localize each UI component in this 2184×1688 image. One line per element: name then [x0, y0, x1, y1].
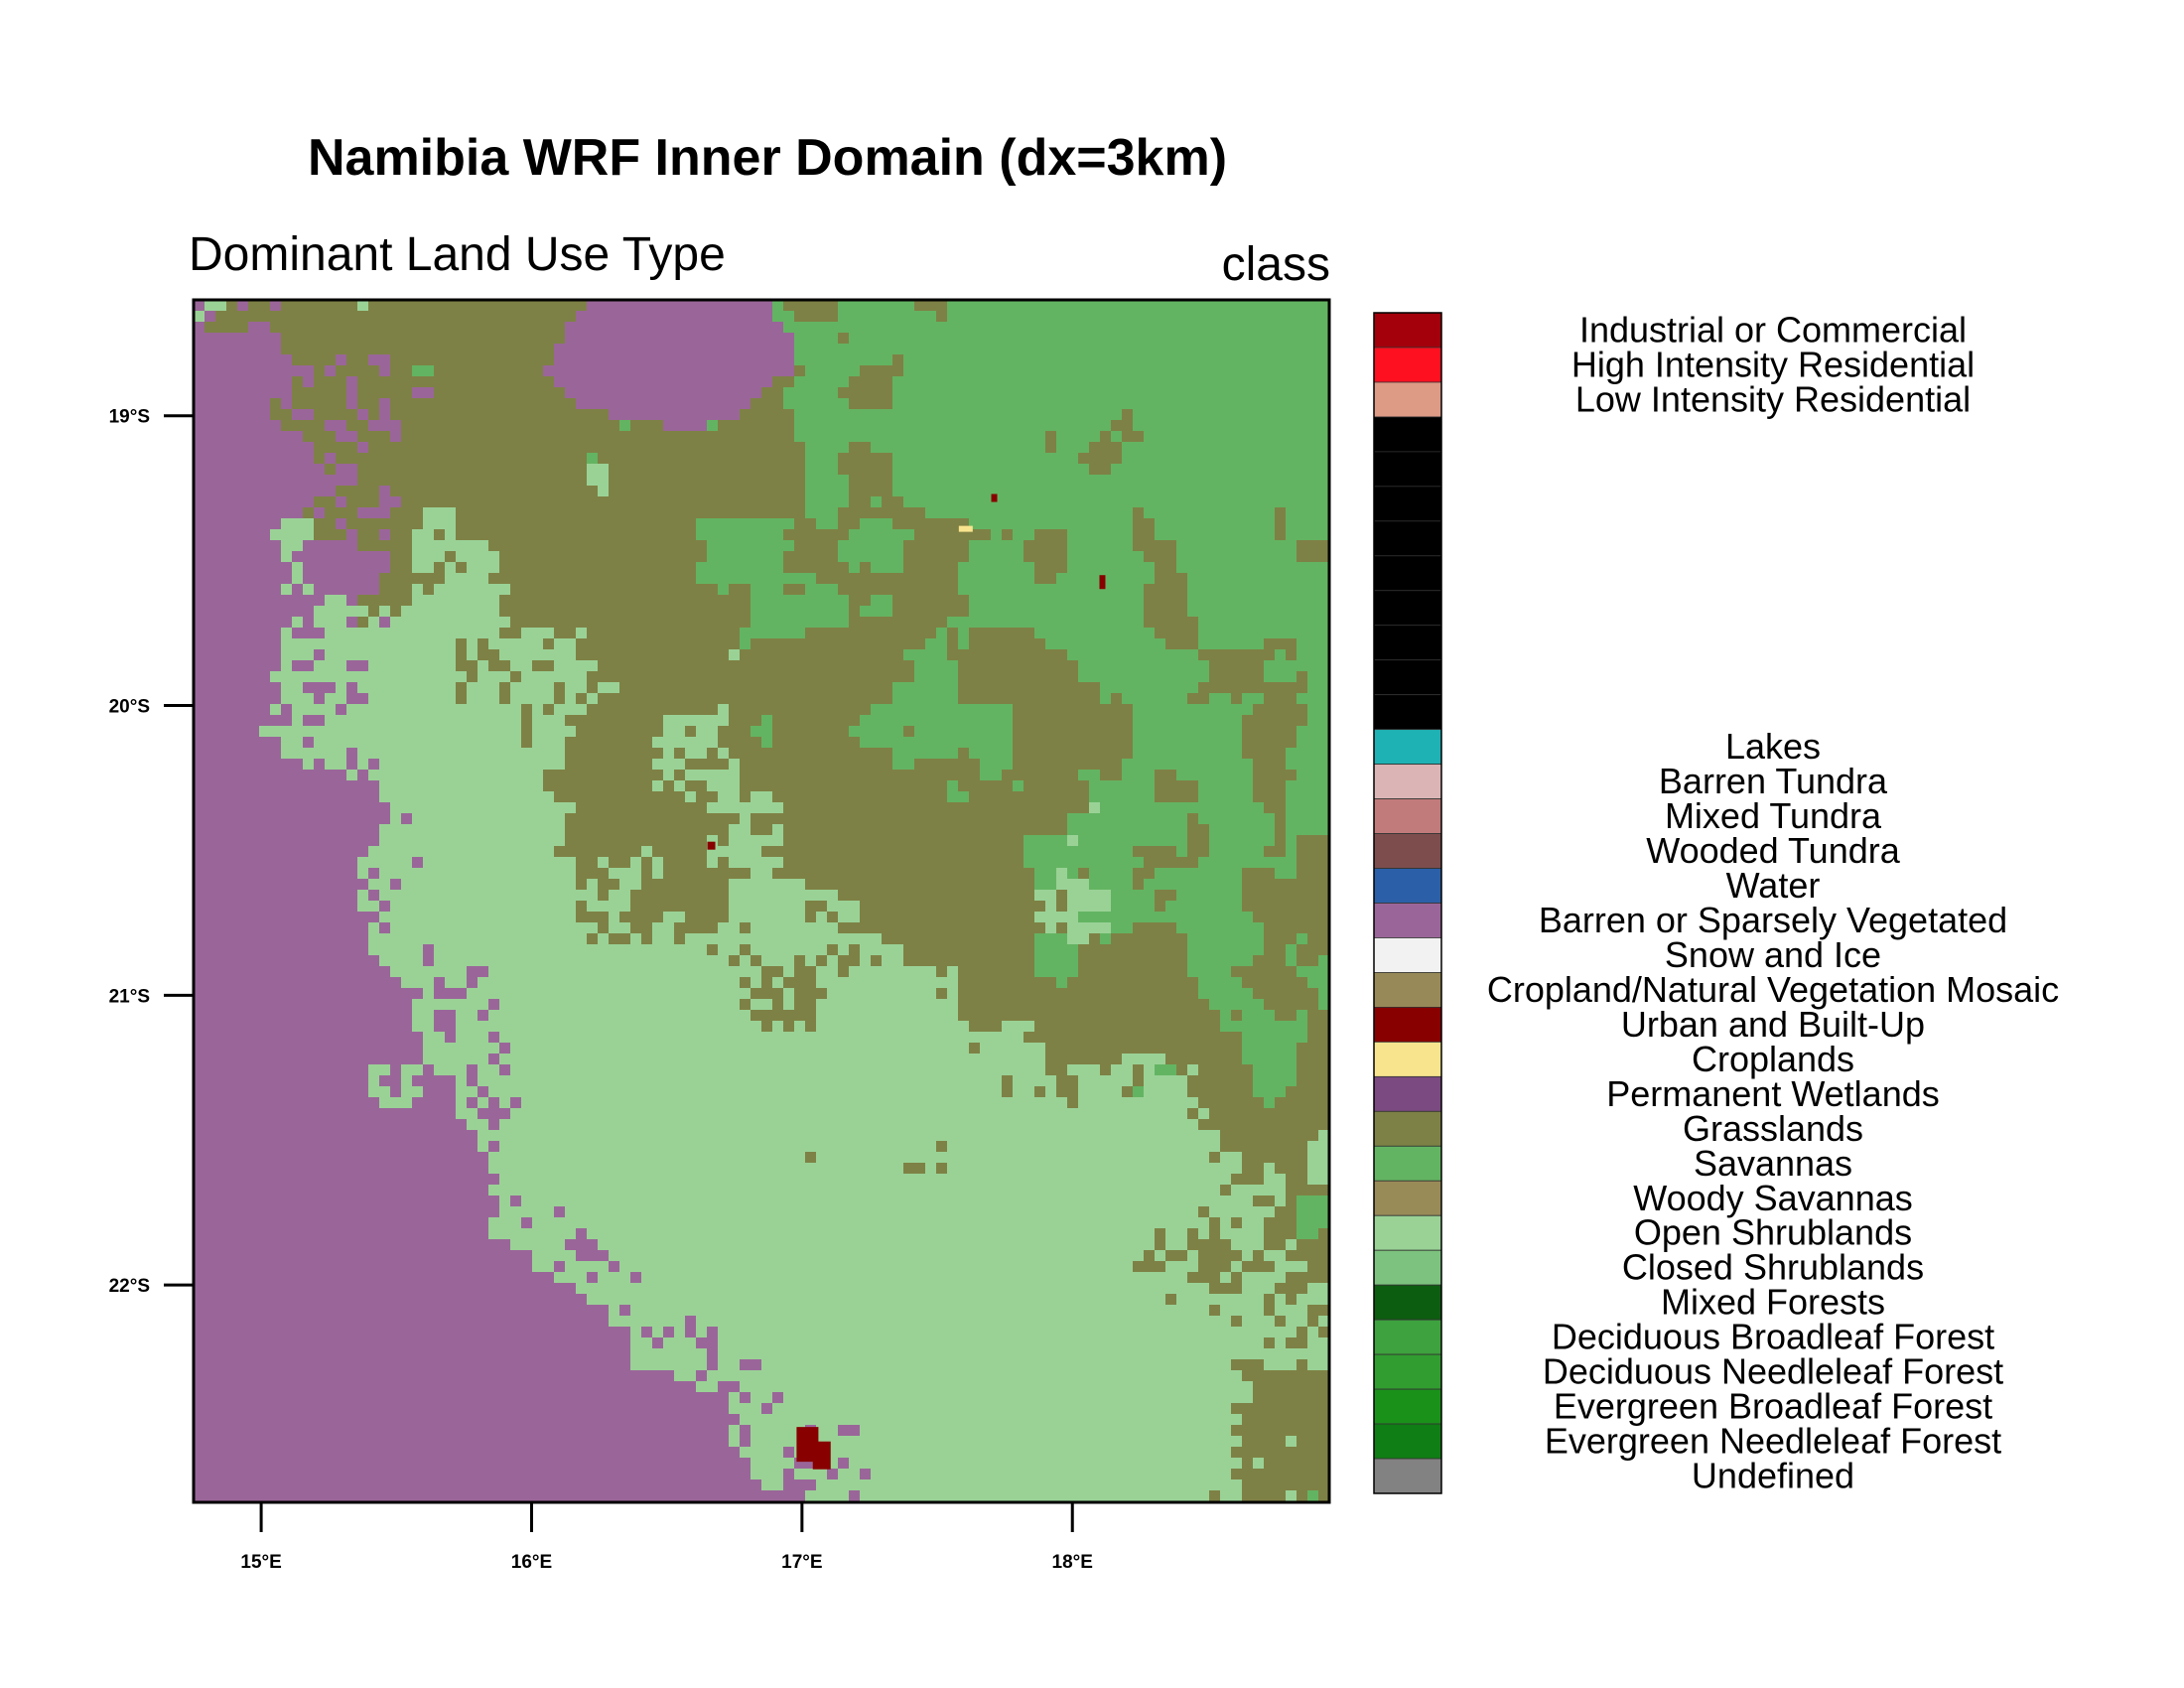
legend-swatch [1373, 1249, 1442, 1286]
legend-swatch [1373, 903, 1442, 938]
map-frame [192, 298, 1331, 1504]
legend-swatch [1373, 937, 1442, 973]
legend-swatch [1373, 555, 1442, 592]
legend-label: Barren Tundra [1659, 761, 1888, 801]
legend-label: Cropland/Natural Vegetation Mosaic [1487, 969, 2059, 1010]
legend-label: Mixed Forests [1661, 1282, 1885, 1323]
y-tick-label: 22°S [109, 1276, 150, 1297]
legend-swatch [1373, 486, 1442, 522]
legend-swatch [1373, 1458, 1442, 1494]
legend-label: Snow and Ice [1665, 934, 1881, 975]
x-tick-label: 16°E [511, 1552, 552, 1573]
legend-label: Wooded Tundra [1646, 830, 1900, 871]
barren-region [194, 300, 871, 1502]
legend-label: Deciduous Needleleaf Forest [1543, 1351, 2003, 1392]
legend-label: Savannas [1694, 1143, 1852, 1184]
legend-label: Closed Shrublands [1622, 1247, 1924, 1288]
legend-swatch [1373, 1423, 1442, 1460]
legend-swatch [1373, 1180, 1442, 1216]
legend-swatch [1373, 590, 1442, 627]
y-tick-label: 21°S [109, 986, 150, 1007]
legend-swatch [1373, 381, 1442, 418]
legend-swatch [1373, 1319, 1442, 1355]
figure-title: Namibia WRF Inner Domain (dx=3km) [308, 129, 1227, 187]
legend-label: Open Shrublands [1634, 1212, 1912, 1253]
croplands-spot [958, 525, 973, 532]
legend-label: Evergreen Needleleaf Forest [1545, 1421, 2001, 1462]
legend-label: Industrial or Commercial [1579, 309, 1967, 350]
legend-swatch [1373, 1007, 1442, 1043]
savannas-region [412, 300, 1329, 1502]
legend-swatch [1373, 694, 1442, 731]
y-tick-label: 19°S [109, 407, 150, 428]
legend-label: Woody Savannas [1633, 1178, 1913, 1218]
legend-label: Croplands [1692, 1039, 1854, 1079]
legend-label: Barren or Sparsely Vegetated [1539, 900, 2007, 940]
legend-swatch [1373, 1145, 1442, 1182]
right-subtitle: class [1222, 238, 1330, 291]
legend-label: Mixed Tundra [1665, 795, 1882, 836]
x-tick-label: 17°E [781, 1552, 822, 1573]
urban-spot [707, 841, 716, 850]
legend-label: Lakes [1725, 726, 1821, 767]
y-tick-label: 20°S [109, 697, 150, 718]
legend-label: High Intensity Residential [1571, 344, 1975, 384]
legend-swatch [1373, 416, 1442, 453]
legend-label: Urban and Built-Up [1621, 1004, 1925, 1045]
legend-swatch [1373, 312, 1442, 349]
legend-swatch [1373, 729, 1442, 766]
legend-swatch [1373, 659, 1442, 696]
left-subtitle: Dominant Land Use Type [189, 228, 726, 281]
legend-swatch [1373, 1110, 1442, 1147]
grasslands-region [205, 300, 1329, 1502]
legend-swatch [1373, 1214, 1442, 1251]
legend-swatch [1373, 972, 1442, 1008]
land-use-map [194, 300, 1329, 1502]
legend-swatch [1373, 1075, 1442, 1112]
legend-swatch [1373, 868, 1442, 904]
legend-label: Grasslands [1683, 1108, 1863, 1149]
legend-swatch [1373, 1041, 1442, 1077]
legend-swatch [1373, 1353, 1442, 1390]
legend-swatch [1373, 520, 1442, 557]
urban-spot [991, 493, 998, 502]
legend-swatch [1373, 764, 1442, 799]
legend-frame [1373, 312, 1442, 1494]
legend-swatch [1373, 798, 1442, 834]
legend-swatch [1373, 833, 1442, 869]
legend-label: Deciduous Broadleaf Forest [1552, 1317, 1994, 1357]
urban-spot [1099, 575, 1106, 590]
legend-label: Evergreen Broadleaf Forest [1554, 1386, 1992, 1427]
legend-label: Permanent Wetlands [1606, 1073, 1940, 1114]
legend-label: Undefined [1692, 1456, 1854, 1496]
legend-swatch [1373, 451, 1442, 488]
legend-swatch [1373, 1284, 1442, 1321]
x-axis: 15°E 16°E 17°E 18°E [240, 1502, 1093, 1573]
x-tick-label: 15°E [240, 1552, 281, 1573]
legend-label: Water [1726, 865, 1821, 906]
legend-swatch [1373, 1388, 1442, 1425]
urban-spot [812, 1441, 831, 1470]
legend-swatch [1373, 347, 1442, 383]
legend-label: Low Intensity Residential [1575, 378, 1971, 419]
x-tick-label: 18°E [1052, 1552, 1093, 1573]
legend-swatch [1373, 625, 1442, 661]
y-axis: 19°S 20°S 21°S 22°S [109, 407, 194, 1297]
